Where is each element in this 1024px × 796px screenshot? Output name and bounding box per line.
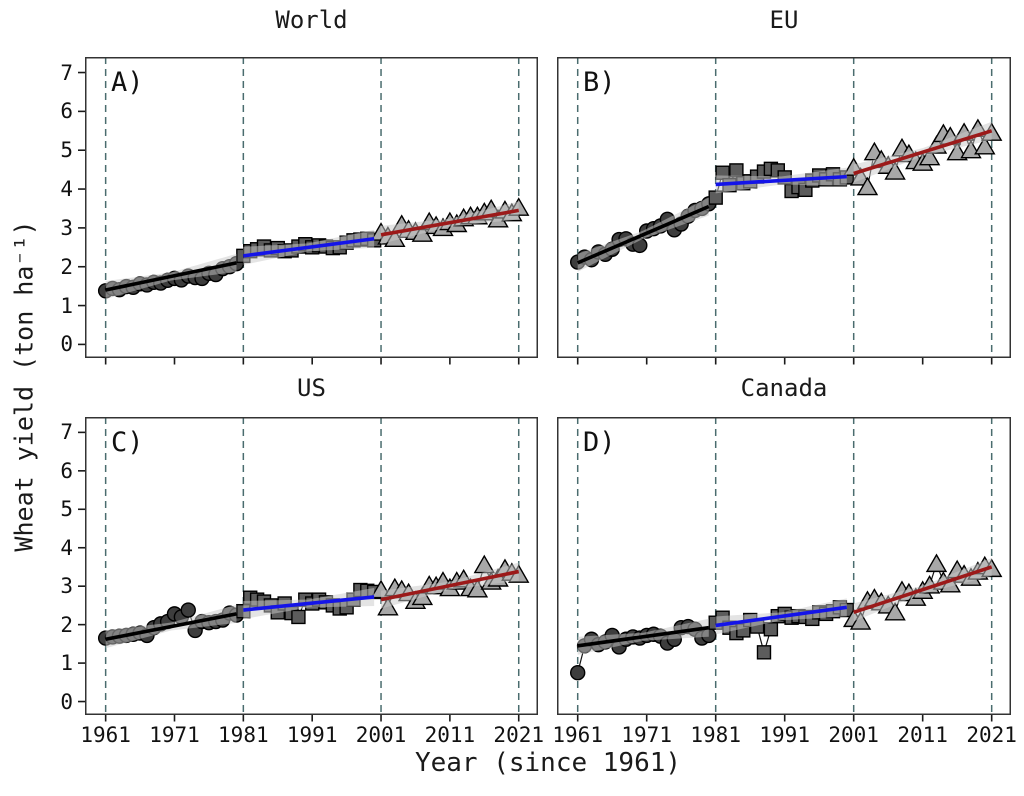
y-tick-label: 6 [60,458,73,483]
plot-canvas-us [78,417,538,722]
trend-line [715,605,848,628]
trend-line [853,129,993,176]
panel-frame [85,417,538,715]
x-tick-label: 1981 [690,723,741,747]
panel-frame [85,57,538,358]
panel-letter-b: B) [583,67,616,98]
data-point-triangle [918,146,941,166]
y-axis-title: Wheat yield (ton ha⁻¹) [9,220,39,552]
panel-letter-d: D) [583,427,616,458]
data-point-triangle [884,601,906,621]
data-point-square [729,163,744,178]
y-tick-label: 3 [60,215,73,240]
x-tick-label: 2001 [828,723,879,747]
y-tick-label: 1 [60,651,73,676]
data-point-square [756,645,772,660]
plot-panel-eu: B) [557,57,1011,365]
trend-line [105,612,237,642]
data-point-square [763,622,779,637]
trend-line [105,261,237,292]
x-tick-label: 2021 [966,723,1017,747]
plot-panel-us: C) [78,417,538,722]
y-tick-label: 2 [60,254,73,279]
panel-letter-a: A) [111,67,144,98]
panel-title-canada: Canada [740,374,828,402]
x-tick-label: 1981 [218,723,269,747]
plot-canvas-eu [557,57,1011,365]
y-tick-label: 4 [60,535,73,560]
panel-frame [557,417,1011,715]
x-tick-label: 1961 [80,723,131,747]
x-tick-label: 2021 [493,723,544,747]
y-tick-label: 2 [60,612,73,637]
x-tick-label: 1991 [759,723,810,747]
x-tick-label: 1971 [149,723,200,747]
data-point-triangle [473,554,496,574]
panel-title-eu: EU [769,6,799,34]
y-tick-label: 0 [60,332,73,357]
panel-frame [557,57,1011,358]
plot-panel-canada: D) [557,417,1011,722]
data-point-triangle [884,161,906,180]
x-tick-label: 1971 [621,723,672,747]
data-point-triangle [849,611,872,630]
y-tick-label: 7 [60,420,73,445]
panel-title-world: World [275,6,348,34]
trend-line [853,565,993,615]
data-point-triangle [974,135,996,155]
plot-canvas-canada [557,417,1011,722]
trend-line [380,208,520,237]
x-tick-label: 2011 [424,723,476,747]
trend-line [380,569,520,602]
data-point-triangle [856,176,879,196]
panel-title-us: US [297,374,326,402]
trend-line [715,174,847,187]
trend-line [243,236,375,258]
x-tick-label: 1991 [286,723,338,747]
trend-line [576,204,710,265]
y-tick-label: 0 [60,689,73,714]
y-tick-label: 3 [60,574,73,599]
x-tick-label: 1961 [552,723,603,747]
trend-line [243,595,375,612]
x-tick-label: 2011 [897,723,948,747]
plot-canvas-world [78,57,538,365]
y-tick-label: 1 [60,293,73,318]
panel-letter-c: C) [111,427,144,458]
data-point-circle [569,665,586,681]
y-tick-label: 5 [60,497,73,522]
data-point-triangle [925,553,948,573]
y-tick-label: 4 [60,177,73,202]
trend-line [577,625,710,648]
y-tick-label: 7 [60,60,73,85]
y-tick-label: 6 [60,99,73,124]
x-tick-label: 2001 [355,723,407,747]
data-point-square [291,609,306,625]
data-point-circle [180,602,196,618]
data-point-square [708,190,723,205]
x-axis-title: Year (since 1961) [414,748,682,778]
y-tick-label: 5 [60,138,73,163]
plot-panel-world: A) [78,57,538,365]
